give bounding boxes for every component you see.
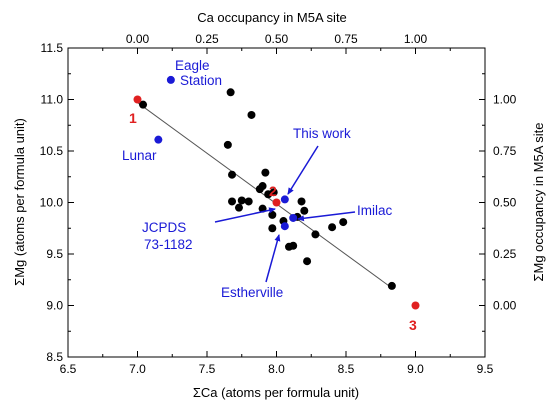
top-tick-label: 0.00	[126, 32, 150, 46]
x-tick-label: 8.0	[268, 362, 285, 376]
blue-data-point	[166, 75, 175, 84]
red-data-point	[133, 95, 142, 104]
top-tick-label: 0.50	[265, 32, 289, 46]
y-tick-label: 11.0	[41, 93, 64, 107]
imilac-label: Imilac	[357, 203, 393, 218]
point-2-label: 2	[269, 183, 277, 199]
x-tick-label: 6.5	[60, 362, 77, 376]
imilac-arrow	[297, 211, 356, 222]
point-3-label: 3	[409, 317, 417, 333]
top-axis-title: Ca occupancy in M5A site	[197, 10, 347, 25]
right-tick-label: 0.25	[493, 247, 517, 261]
black-data-point	[247, 110, 256, 119]
black-data-point	[228, 170, 237, 179]
black-data-point	[261, 168, 270, 177]
lunar-label: Lunar	[122, 148, 157, 163]
blue-data-point	[289, 213, 298, 222]
black-data-point	[339, 218, 348, 227]
red-data-point	[272, 198, 281, 207]
black-data-point	[223, 140, 232, 149]
station-label: Station	[180, 73, 222, 88]
axis-ticks: 6.5 7.0 7.5 8.0 8.5 9.0 9.58.59.09.510.010.511…	[40, 32, 517, 376]
black-data-point	[297, 197, 306, 206]
red-data-point	[411, 301, 420, 310]
black-data-point	[139, 100, 148, 109]
blue-data-point	[280, 195, 289, 204]
right-tick-label: 0.00	[493, 299, 517, 313]
black-data-point	[244, 197, 253, 206]
this-work-label: This work	[293, 126, 351, 141]
y-tick-label: 9.5	[46, 247, 63, 261]
black-data-point	[300, 206, 309, 215]
black-data-point	[387, 281, 396, 290]
this-work-arrow	[287, 145, 319, 195]
jcpds-number-label: 73-1182	[144, 237, 193, 252]
y-tick-label: 10.0	[40, 196, 64, 210]
black-data-point	[234, 203, 243, 212]
blue-data-point	[154, 135, 163, 144]
y-tick-label: 9.0	[46, 299, 63, 313]
black-data-point	[269, 188, 278, 197]
top-tick-label: 0.25	[195, 32, 219, 46]
jcpds-arrow	[214, 207, 276, 223]
x-tick-label: 9.0	[407, 362, 424, 376]
black-data-point	[268, 224, 277, 233]
black-data-point	[268, 210, 277, 219]
x-axis-title: ΣCa (atoms per formula unit)	[193, 385, 359, 400]
black-data-point	[237, 196, 246, 205]
jcpds-label: JCPDS	[142, 220, 186, 235]
top-tick-label: 0.75	[334, 32, 358, 46]
x-tick-label: 7.5	[199, 362, 216, 376]
top-tick-label: 1.00	[404, 32, 428, 46]
x-tick-label: 8.5	[338, 362, 355, 376]
eagle-label: Eagle	[175, 58, 210, 73]
right-tick-label: 1.00	[493, 93, 517, 107]
black-data-point	[258, 182, 267, 191]
blue-data-point	[280, 222, 289, 231]
right-axis-title: ΣMg occupancy in M5A site	[531, 122, 546, 281]
black-data-point	[303, 257, 312, 266]
black-data-point	[226, 88, 235, 97]
y-tick-label: 8.5	[46, 350, 63, 364]
y-tick-label: 10.5	[40, 144, 64, 158]
black-data-point	[289, 241, 298, 250]
estherville-arrow	[265, 234, 281, 283]
y-tick-label: 11.5	[41, 41, 64, 55]
right-tick-label: 0.75	[493, 144, 517, 158]
right-tick-label: 0.50	[493, 196, 517, 210]
point-1-label: 1	[129, 110, 137, 126]
black-data-point	[311, 230, 320, 239]
x-tick-label: 9.5	[477, 362, 494, 376]
x-tick-label: 7.0	[129, 362, 146, 376]
estherville-label: Estherville	[221, 285, 283, 300]
black-data-point	[228, 197, 237, 206]
y-axis-title: ΣMg (atoms per formula unit)	[12, 118, 27, 286]
black-data-point	[328, 223, 337, 232]
